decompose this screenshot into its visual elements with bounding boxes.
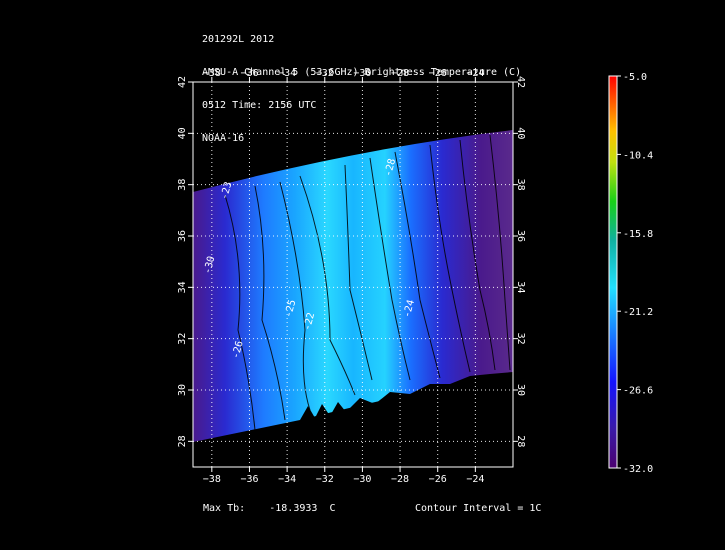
colorbar [608, 75, 618, 469]
swath-edge-sawtooth [300, 372, 513, 430]
y-tick-label-right: 34 [515, 281, 526, 293]
y-tick-label-left: 34 [177, 281, 188, 293]
x-tick-label-bottom: −34 [278, 474, 296, 485]
data-swath [193, 130, 513, 442]
title-line-3: 0512 Time: 2156 UTC [202, 100, 317, 111]
contour-labels: -23 -22 -24 -25 -26 -28 -30 [202, 157, 417, 360]
axis-ticks: −38 −38 −36 −36 −34 −34 −32 −32 −30 −30 −28 −28 −26 −… [177, 68, 526, 485]
y-tick-label-right: 38 [515, 179, 526, 191]
y-tick-label-left: 30 [177, 384, 188, 396]
x-tick-label-bottom: −24 [466, 474, 484, 485]
max-tb-label: Max Tb: [203, 503, 246, 514]
contour-label: -28 [383, 157, 398, 177]
x-tick-label-top: −26 [429, 68, 447, 79]
x-tick-label-bottom: −32 [316, 474, 334, 485]
y-tick-label-right: 28 [515, 435, 526, 447]
max-tb-readout: Max Tb: -18.3933 C [203, 503, 336, 514]
contour-label: -25 [283, 299, 298, 319]
x-tick-label-bottom: −36 [240, 474, 258, 485]
x-tick-label-top: −28 [391, 68, 409, 79]
title-line-2: AMSU-A Channel 5 (53.6GHz) Brightness Te… [202, 67, 522, 78]
y-tick-label-right: 40 [515, 127, 526, 139]
contour-label: -24 [402, 299, 417, 319]
y-tick-label-left: 28 [177, 435, 188, 447]
max-tb-value: -18.3933 [269, 503, 318, 514]
contour-lines [224, 134, 511, 431]
contour-label: -22 [302, 311, 317, 331]
colorbar-tick-label: -5.0 [623, 72, 647, 83]
x-tick-label-top: −36 [240, 68, 258, 79]
x-tick-label-top: −38 [203, 68, 221, 79]
x-tick-label-bottom: −28 [391, 474, 409, 485]
chart-title: 201292L 2012 AMSU-A Channel 5 (53.6GHz) … [202, 12, 521, 155]
contour-label: -30 [202, 255, 217, 275]
y-tick-label-right: 36 [515, 230, 526, 242]
y-tick-label-left: 36 [177, 230, 188, 242]
y-tick-label-right: 32 [515, 333, 526, 345]
x-tick-label-top: −30 [353, 68, 371, 79]
colorbar-ticks: -5.0 -10.4 -15.8 -21.2 -26.6 -32.0 [617, 72, 653, 475]
colorbar-tick-label: -21.2 [623, 307, 653, 318]
contour-interval: Contour Interval = 1C [415, 503, 542, 514]
x-tick-label-bottom: −26 [429, 474, 447, 485]
y-tick-label-left: 32 [177, 333, 188, 345]
x-tick-label-top: −34 [278, 68, 296, 79]
colorbar-tick-label: -26.6 [623, 386, 653, 397]
x-tick-label-bottom: −38 [203, 474, 221, 485]
y-tick-label-left: 40 [177, 127, 188, 139]
y-tick-label-left: 42 [177, 76, 188, 88]
x-tick-label-top: −32 [316, 68, 334, 79]
contour-label: -26 [230, 340, 245, 360]
colorbar-tick-label: -10.4 [623, 150, 653, 161]
max-tb-unit: C [329, 503, 336, 514]
x-tick-label-bottom: −30 [353, 474, 371, 485]
y-tick-label-right: 30 [515, 384, 526, 396]
title-line-4: NOAA-16 [202, 133, 245, 144]
x-tick-label-top: −24 [466, 68, 484, 79]
colorbar-tick-label: -32.0 [623, 464, 653, 475]
plot-frame [192, 81, 514, 468]
contour-label: -23 [219, 181, 234, 201]
y-tick-label-right: 42 [515, 76, 526, 88]
y-tick-label-left: 38 [177, 179, 188, 191]
title-line-1: 201292L 2012 [202, 34, 275, 45]
colorbar-tick-label: -15.8 [623, 229, 653, 240]
swath-fill [193, 130, 513, 442]
